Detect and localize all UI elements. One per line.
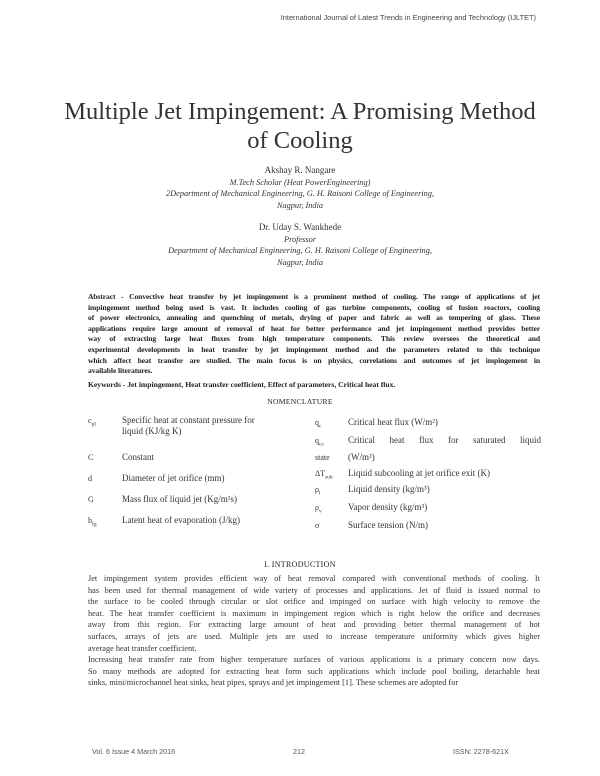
symbol-subscript: pl: [91, 421, 96, 428]
text-line: the surface to be cooled through circula…: [88, 597, 540, 607]
nomenclature-symbol: G: [88, 494, 94, 510]
description-line: Critical heat flux for saturated liquid: [348, 435, 541, 445]
symbol-text: G: [88, 495, 94, 504]
author-role: Professor: [284, 234, 316, 244]
section-heading: I. INTRODUCTION: [264, 560, 336, 569]
nomenclature-description: Mass flux of liquid jet (Kg/m²s): [122, 494, 300, 505]
symbol-text: σ: [315, 521, 320, 530]
keywords: Keywords - Jet impingement, Heat transfe…: [88, 380, 396, 389]
author-block-1: Akshay R. Nangare M.Tech Scholar (Heat P…: [0, 165, 600, 211]
description-line: Vapor density (kg/m³): [348, 502, 428, 512]
text-line: of power electronics, annealing and quen…: [88, 313, 540, 323]
nomenclature-symbol: ΔTsub: [315, 468, 333, 484]
symbol-text: ΔT: [315, 469, 326, 478]
nomenclature-symbol: C: [88, 452, 93, 468]
text-line: average heat transfer coefficient.: [88, 643, 197, 653]
description-line: Diameter of jet orifice (mm): [122, 473, 225, 483]
nomenclature-symbol: qc: [315, 417, 321, 433]
text-line: experimental developments in heat transf…: [88, 344, 540, 354]
running-header: International Journal of Latest Trends i…: [280, 13, 536, 22]
nomenclature-description: Diameter of jet orifice (mm): [122, 473, 300, 484]
nomenclature-symbol: cpl: [88, 415, 96, 431]
symbol-text: ρ: [315, 503, 319, 512]
description-line: liquid (KJ/kg K): [122, 426, 182, 436]
footer-page-number: 212: [293, 747, 305, 756]
author-location: Nagpur, India: [276, 257, 324, 267]
nomenclature-symbol: hfg: [88, 515, 97, 531]
author-name: Dr. Uday S. Wankhede: [258, 222, 342, 232]
description-line: Latent heat of evaporation (J/kg): [122, 515, 240, 525]
description-line: Liquid subcooling at jet orifice exit (K…: [348, 468, 490, 478]
nomenclature-symbol: ρv: [315, 502, 322, 518]
symbol-text: C: [88, 453, 94, 462]
symbol-subscript: c: [319, 423, 322, 430]
nomenclature-description: (W/m²): [348, 452, 541, 463]
symbol-text: ρ: [315, 485, 319, 494]
text-line: Abstract - Convective heat transfer by j…: [88, 292, 540, 301]
footer-issn: ISSN: 2278-621X: [453, 747, 509, 756]
nomenclature-symbol: σ: [315, 520, 319, 536]
title-line-1: Multiple Jet Impingement: A Promising Me…: [64, 98, 536, 125]
text-line: impingement method being used is vast. I…: [88, 302, 540, 312]
symbol-subscript: fg: [92, 521, 97, 528]
nomenclature-description: Surface tension (N/m): [348, 520, 541, 531]
nomenclature-description: Constant: [122, 452, 300, 463]
text-line: away from this region. For extracting la…: [88, 620, 540, 630]
nomenclature-description: Liquid subcooling at jet orifice exit (K…: [348, 468, 541, 479]
description-line: Critical heat flux (W/m²): [348, 417, 438, 427]
symbol-subscript: l: [319, 490, 321, 497]
text-line: Increasing heat transfer rate from highe…: [88, 655, 540, 665]
author-block-2: Dr. Uday S. Wankhede Professor Departmen…: [0, 222, 600, 268]
symbol-subscript: v: [319, 508, 322, 515]
text-line: surfaces, arrays of jets are used. Multi…: [88, 631, 540, 641]
text-line: heat. The heat transfer coefficient is m…: [88, 608, 540, 618]
footer-volume: Vol. 6 Issue 4 March 2016: [92, 747, 176, 756]
paper-title: Multiple Jet Impingement: A Promising Me…: [0, 97, 600, 155]
nomenclature-description: Latent heat of evaporation (J/kg): [122, 515, 300, 526]
description-line: Constant: [122, 452, 155, 462]
symbol-subscript: sub: [325, 474, 333, 481]
abstract: Abstract - Convective heat transfer by j…: [88, 292, 540, 377]
symbol-text: state: [315, 453, 330, 462]
text-line: way of extracting large heat fluxes from…: [88, 334, 540, 344]
text-line: applications require large amount of rem…: [88, 323, 540, 333]
nomenclature-description: Specific heat at constant pressure for li…: [122, 415, 300, 437]
nomenclature-heading: NOMENCLATURE: [267, 397, 333, 406]
description-line: Mass flux of liquid jet (Kg/m²s): [122, 494, 237, 504]
author-affiliation: 2Department of Mechanical Engineering, G…: [166, 189, 434, 198]
description-line: (W/m²): [348, 452, 375, 462]
nomenclature-description: Critical heat flux for saturated liquid: [348, 435, 541, 446]
text-line: available literatures.: [88, 366, 153, 376]
symbol-subscript: cs: [319, 441, 324, 448]
introduction-text: Jet impingement system provides efficien…: [88, 573, 540, 689]
symbol-text: h: [88, 516, 92, 525]
author-location: Nagpur, India: [276, 200, 324, 210]
nomenclature-description: Liquid density (kg/m³): [348, 484, 541, 495]
nomenclature-description: Critical heat flux (W/m²): [348, 417, 541, 428]
text-line: which affect heat transfer are studied. …: [88, 355, 540, 365]
description-line: Specific heat at constant pressure for: [122, 415, 255, 425]
text-line: So many methods are adopted for extracti…: [88, 666, 540, 676]
text-line: has been used for thermal management of …: [88, 585, 540, 595]
symbol-text: q: [315, 418, 319, 427]
author-affiliation: Department of Mechanical Engineering, G.…: [168, 246, 432, 255]
symbol-text: c: [88, 416, 92, 425]
author-name: Akshay R. Nangare: [264, 165, 336, 175]
nomenclature-symbol: ρl: [315, 484, 321, 500]
text-line: Jet impingement system provides efficien…: [88, 574, 540, 583]
title-line-2: of Cooling: [247, 127, 353, 154]
nomenclature-description: Vapor density (kg/m³): [348, 502, 541, 513]
nomenclature-symbol: qcs: [315, 435, 324, 451]
description-line: Liquid density (kg/m³): [348, 484, 430, 494]
symbol-text: q: [315, 436, 319, 445]
author-role: M.Tech Scholar (Heat PowerEngineering): [229, 177, 371, 187]
nomenclature-symbol: state: [315, 452, 330, 468]
description-line: Surface tension (N/m): [348, 520, 428, 530]
text-line: sinks, mini/microchannel heat sinks, hea…: [88, 678, 459, 688]
symbol-text: d: [88, 474, 92, 483]
nomenclature-symbol: d: [88, 473, 92, 489]
